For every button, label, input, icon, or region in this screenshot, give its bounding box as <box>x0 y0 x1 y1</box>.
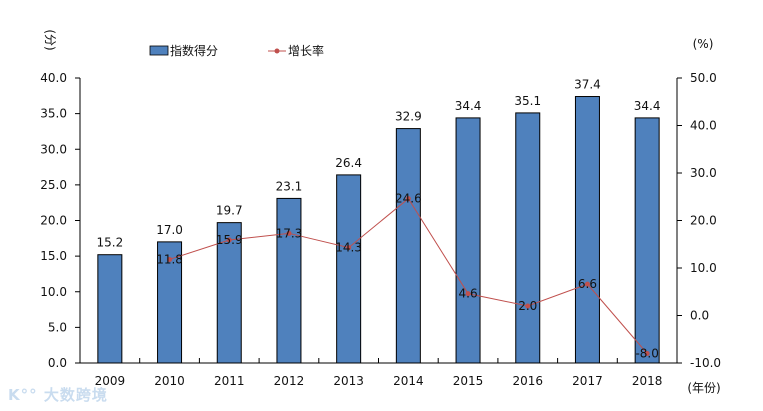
watermark-logo: K°° 大数跨境 <box>8 386 108 404</box>
x-tick-label: 2018 <box>632 374 663 388</box>
growth-label: 14.3 <box>335 241 362 255</box>
growth-label: -8.0 <box>635 347 658 361</box>
bar-2009 <box>97 254 123 364</box>
right-tick-label: 0.0 <box>690 309 709 323</box>
bar-label: 32.9 <box>395 110 422 124</box>
bar-2010 <box>157 241 183 364</box>
growth-label: 11.8 <box>156 252 183 266</box>
right-tick-label: 20.0 <box>690 214 717 228</box>
x-axis-label: (年份) <box>687 381 720 395</box>
x-tick-label: 2009 <box>95 374 126 388</box>
x-tick-label: 2016 <box>512 374 543 388</box>
growth-point <box>167 256 173 262</box>
bar-label: 34.4 <box>634 99 661 113</box>
legend-line-marker <box>274 48 280 54</box>
bar-2014 <box>395 128 421 364</box>
bar-label: 26.4 <box>335 156 362 170</box>
bar-label: 37.4 <box>574 78 601 92</box>
right-tick-label: 10.0 <box>690 261 717 275</box>
right-tick-label: 50.0 <box>690 71 717 85</box>
right-tick-label: -10.0 <box>690 356 721 370</box>
growth-label: 6.6 <box>578 277 597 291</box>
right-axis-label: (%) <box>693 37 714 51</box>
bar-label: 17.0 <box>156 223 183 237</box>
left-tick-label: 20.0 <box>40 214 67 228</box>
left-tick-label: 25.0 <box>40 178 67 192</box>
bar-2012 <box>276 197 302 364</box>
growth-point <box>286 230 292 236</box>
growth-label: 15.9 <box>216 233 243 247</box>
growth-label: 4.6 <box>459 287 478 301</box>
left-tick-label: 0.0 <box>48 356 67 370</box>
growth-point <box>465 291 471 297</box>
legend-bar-label: 指数得分 <box>170 43 218 58</box>
bar-label: 19.7 <box>216 204 243 218</box>
x-tick-label: 2013 <box>333 374 364 388</box>
bar-2011 <box>216 222 242 364</box>
bar-label: 34.4 <box>455 99 482 113</box>
left-tick-label: 15.0 <box>40 249 67 263</box>
left-axis-label: (分) <box>43 29 57 50</box>
bar-2016 <box>515 112 541 364</box>
x-tick-label: 2017 <box>572 374 603 388</box>
x-tick-label: 2014 <box>393 374 424 388</box>
growth-label: 2.0 <box>518 299 537 313</box>
growth-point <box>644 351 650 356</box>
left-tick-label: 5.0 <box>48 320 67 334</box>
bar-2015 <box>455 117 481 364</box>
bar-label: 35.1 <box>514 94 541 108</box>
bar-label: 23.1 <box>276 179 303 193</box>
growth-point <box>226 237 232 243</box>
legend-bar-swatch <box>149 45 169 56</box>
bar-label: 15.2 <box>96 236 123 250</box>
left-tick-label: 35.0 <box>40 107 67 121</box>
left-tick-label: 40.0 <box>40 71 67 85</box>
growth-point <box>346 245 352 251</box>
left-tick-label: 30.0 <box>40 142 67 156</box>
x-tick-label: 2011 <box>214 374 245 388</box>
growth-point <box>525 303 531 309</box>
bar-2017 <box>574 96 600 364</box>
right-tick-label: 40.0 <box>690 119 717 133</box>
growth-point <box>405 196 411 202</box>
legend-line-label: 增长率 <box>288 43 324 58</box>
bar-2013 <box>336 174 362 364</box>
growth-label: 17.3 <box>276 226 303 240</box>
x-tick-label: 2010 <box>154 374 185 388</box>
right-tick-label: 30.0 <box>690 166 717 180</box>
left-tick-label: 10.0 <box>40 285 67 299</box>
x-tick-label: 2015 <box>453 374 484 388</box>
growth-point <box>584 281 590 287</box>
growth-label: 24.6 <box>395 192 422 206</box>
bar-2018 <box>634 117 660 364</box>
x-tick-label: 2012 <box>274 374 305 388</box>
